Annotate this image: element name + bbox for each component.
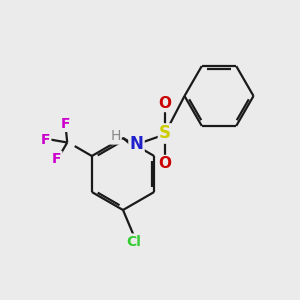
Text: F: F (41, 133, 50, 146)
Text: F: F (61, 117, 70, 131)
Text: F: F (52, 152, 62, 166)
Text: O: O (158, 156, 172, 171)
Text: N: N (130, 135, 143, 153)
Text: H: H (110, 130, 121, 143)
Text: Cl: Cl (126, 235, 141, 248)
Text: S: S (159, 124, 171, 142)
Text: O: O (158, 96, 172, 111)
